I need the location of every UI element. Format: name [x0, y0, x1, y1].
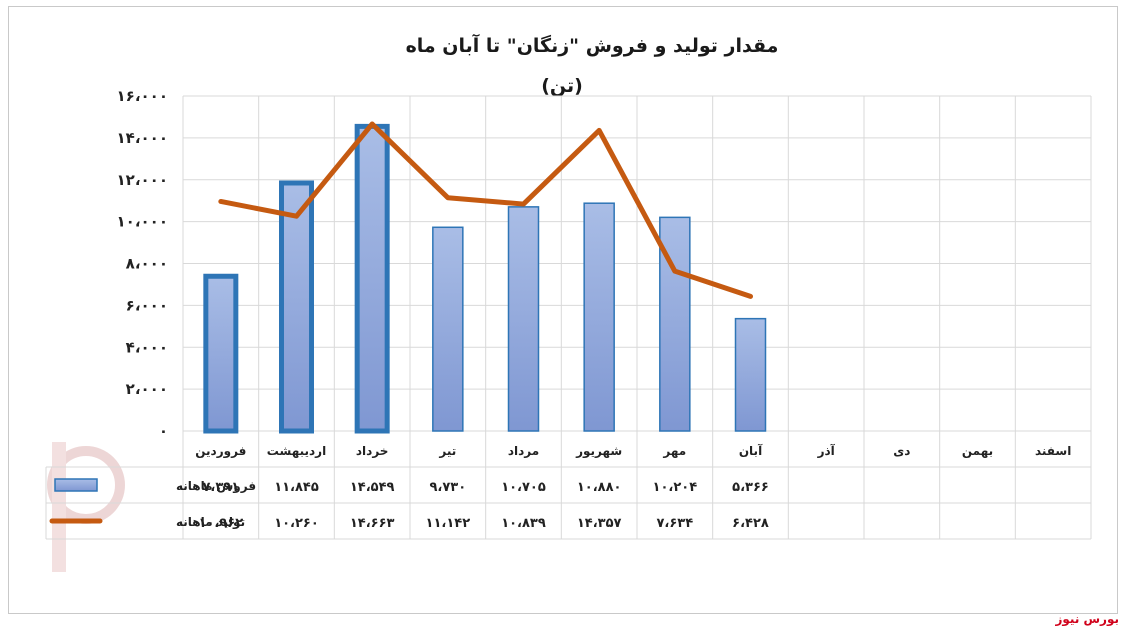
- table-cell: ۱۱،۸۴۵: [274, 480, 319, 495]
- production-point-1: [295, 215, 298, 218]
- y-tick-label: ۱۲،۰۰۰: [117, 171, 168, 189]
- table-cell: ۱۰،۲۶۰: [274, 516, 319, 531]
- production-point-6: [673, 270, 676, 273]
- table-cell: ۱۰،۸۸۰: [577, 480, 622, 495]
- category-label: آبان: [739, 443, 763, 458]
- legend-label: تولید ماهانه: [176, 515, 245, 530]
- y-tick-label: ۸،۰۰۰: [126, 255, 168, 273]
- table-cell: ۵،۳۶۶: [732, 480, 769, 495]
- bar-0: [203, 273, 239, 434]
- bar-5: [583, 202, 615, 432]
- y-tick-label: ۰: [159, 422, 168, 440]
- source-label: بورس نیوز: [1055, 612, 1119, 626]
- table-cell: ۱۴،۶۶۳: [350, 516, 395, 531]
- y-tick-label: ۱۴،۰۰۰: [117, 129, 168, 147]
- chart-title: مقدار تولید و فروش "زنگان" تا آبان ماه: [406, 33, 779, 57]
- category-label: بهمن: [962, 444, 993, 458]
- y-tick-label: ۶،۰۰۰: [126, 296, 168, 314]
- production-point-4: [522, 203, 525, 206]
- bar-1: [279, 180, 314, 434]
- table-cell: ۷،۳۹۱: [202, 480, 239, 495]
- table-cell: ۱۰،۷۰۵: [501, 480, 546, 495]
- table-cell: ۷،۶۳۴: [656, 516, 693, 531]
- bar-2: [354, 123, 390, 434]
- category-label: آذر: [817, 443, 836, 458]
- production-point-0: [219, 200, 222, 203]
- table-cell: ۶،۴۲۸: [732, 516, 769, 531]
- category-label: مهر: [662, 444, 686, 458]
- category-label: اسفند: [1035, 444, 1071, 458]
- legend-key-sales: [54, 478, 98, 492]
- production-line: [218, 121, 753, 299]
- y-tick-label: ۱۶،۰۰۰: [117, 87, 168, 105]
- table-cell: ۱۴،۵۴۹: [350, 480, 395, 495]
- production-point-7: [749, 295, 752, 298]
- table-cell: ۱۰،۹۶۲: [199, 516, 244, 531]
- production-point-3: [446, 196, 449, 199]
- y-tick-label: ۲،۰۰۰: [126, 380, 168, 398]
- table-cell: ۹،۷۳۰: [429, 480, 466, 495]
- chart-frame: [8, 6, 1118, 614]
- category-label: فروردین: [195, 444, 246, 459]
- legend-label: فروش ماهانه: [176, 479, 256, 494]
- table-cell: ۱۰،۲۰۴: [653, 480, 698, 495]
- table-cell: ۱۰،۸۳۹: [501, 516, 546, 531]
- y-tick-label: ۱۰،۰۰۰: [117, 213, 168, 231]
- chart-subtitle: (تن): [541, 75, 583, 97]
- production-point-5: [598, 129, 601, 132]
- table-cell: ۱۴،۳۵۷: [577, 516, 622, 531]
- category-label: مرداد: [508, 444, 539, 458]
- bar-3: [432, 226, 464, 432]
- category-label: خرداد: [356, 444, 389, 458]
- table-cell: ۱۱،۱۴۲: [426, 516, 471, 531]
- watermark-bar: [52, 442, 66, 572]
- bar-7: [734, 317, 767, 432]
- watermark-logo: [47, 442, 125, 572]
- category-label: تیر: [438, 444, 456, 458]
- category-label: دی: [893, 444, 910, 458]
- bar-4: [507, 206, 540, 432]
- category-label: شهریور: [575, 444, 622, 459]
- production-point-2: [371, 122, 374, 125]
- y-tick-label: ۴،۰۰۰: [126, 338, 168, 356]
- category-label: اردیبهشت: [267, 444, 326, 458]
